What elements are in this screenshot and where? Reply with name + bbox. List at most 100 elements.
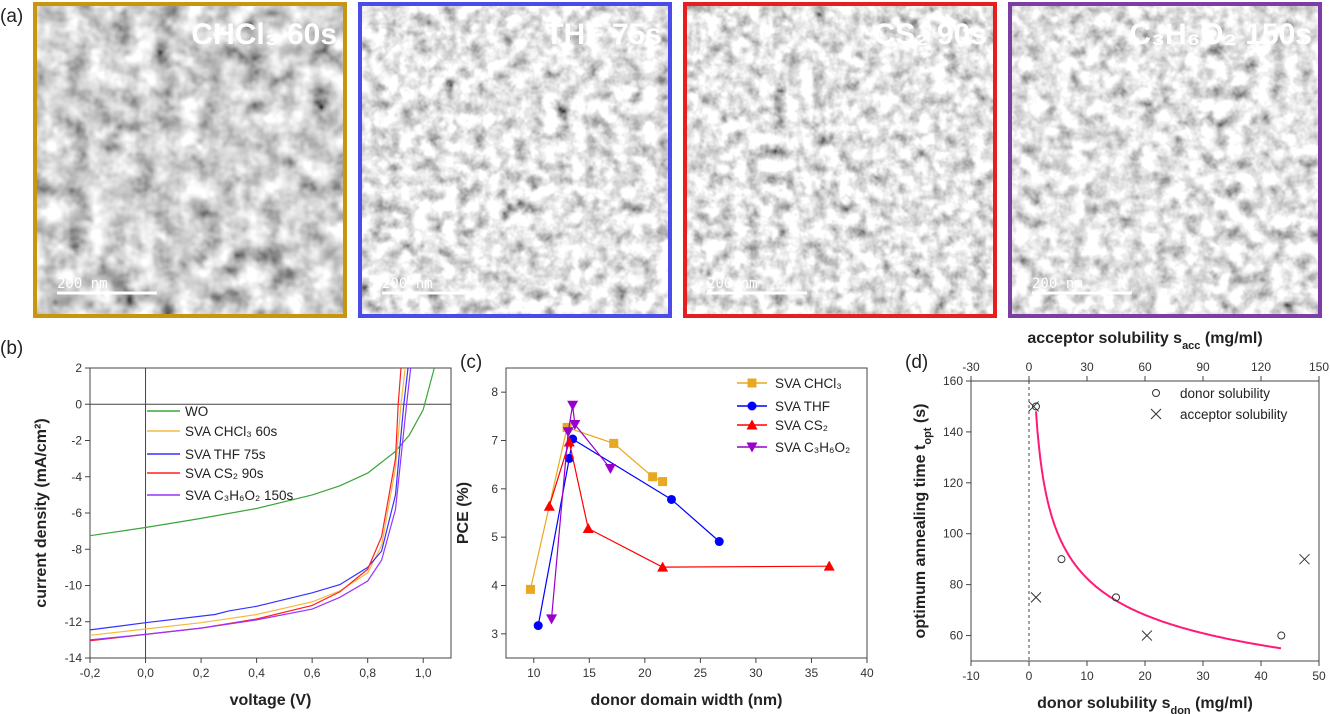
- x-tick-label: 40: [1254, 669, 1268, 683]
- data-point: [1152, 389, 1160, 397]
- legend-item: SVA C₃H₆O₂ 150s: [147, 488, 293, 503]
- panel-label: (d): [905, 352, 928, 373]
- axis-title-main: voltage (V): [230, 692, 312, 709]
- x-tick-label: 35: [805, 666, 819, 680]
- legend-label: SVA CHCl₃: [775, 376, 842, 391]
- charts: (b) -0,2 0,0 0,2 0,4 0,6 0,8 1,0 -14 -12 -10 -8 -6 -4…: [0, 330, 1329, 714]
- x2-tick-label: 30: [1080, 360, 1094, 374]
- legend-item: SVA C₃H₆O₂: [737, 440, 850, 455]
- data-point: [582, 522, 594, 533]
- x-tick-label: 50: [1312, 669, 1326, 683]
- legend-item: SVA CS₂: [737, 418, 828, 433]
- legend-label: SVA CHCl₃ 60s: [185, 424, 278, 439]
- micrograph-border: [683, 2, 997, 318]
- x2-tick-label: 0: [1026, 360, 1033, 374]
- y-tick-label: 0: [75, 397, 82, 411]
- axis-title-subscript: opt: [922, 427, 934, 444]
- y-axis-title: optimum annealing time topt (s): [912, 404, 934, 639]
- panel-a-label: (a): [0, 6, 23, 27]
- micrograph-2: THF 75s 200 nm: [358, 2, 672, 318]
- legend-label: SVA CS₂ 90s: [185, 466, 264, 481]
- micrograph-image: [683, 2, 997, 318]
- data-point: [533, 621, 543, 631]
- data-point: [1277, 631, 1286, 640]
- x-tick-label: 40: [860, 666, 874, 680]
- series-line: [89, 367, 435, 537]
- x-tick-label: 0,6: [304, 666, 321, 680]
- series-line: [89, 367, 409, 631]
- fit-curve: [1035, 411, 1282, 650]
- y-tick-label: -14: [65, 651, 83, 665]
- series-1: [533, 434, 724, 631]
- y-tick-label: 2: [75, 361, 82, 375]
- x-tick-label: 0,4: [248, 666, 265, 680]
- legend-label: donor solubility: [1180, 386, 1270, 401]
- data-point: [648, 472, 658, 482]
- legend-label: SVA THF 75s: [185, 447, 266, 462]
- data-point: [747, 378, 757, 388]
- y-tick-label: 5: [491, 530, 498, 544]
- y-tick-label: 140: [943, 425, 963, 439]
- x-tick-label: 25: [694, 666, 708, 680]
- legend-item: donor solubility: [1152, 386, 1270, 401]
- scale-bar-label: 200 nm: [382, 276, 433, 292]
- series-1: [1028, 401, 1310, 641]
- axis-title-main: acceptor solubility s: [1027, 330, 1182, 347]
- series-1: [89, 367, 406, 636]
- y-tick-label: 100: [943, 527, 963, 541]
- axis-title-subscript: acc: [1182, 340, 1200, 352]
- micrograph-border: [1008, 2, 1322, 318]
- x2-axis-title: acceptor solubility sacc (mg/ml): [1027, 330, 1262, 352]
- x-tick-label: 0: [1026, 669, 1033, 683]
- x-tick-label: 0,0: [137, 666, 154, 680]
- data-point: [546, 614, 558, 625]
- y-tick-label: 120: [943, 476, 963, 490]
- legend-item: SVA THF 75s: [147, 447, 266, 462]
- x2-tick-label: -30: [962, 360, 980, 374]
- data-point: [714, 537, 724, 547]
- series-0: [1031, 402, 1286, 640]
- data-point: [569, 420, 581, 431]
- data-point: [1057, 555, 1066, 564]
- series-3: [546, 400, 616, 625]
- chart-c: (c) 10 15 20 25 30 35 40 3 4 5 6 7 8 donor domain widt…: [455, 352, 874, 709]
- x-tick-label: 15: [583, 666, 597, 680]
- y-tick-label: -2: [71, 434, 82, 448]
- x2-tick-label: 150: [1309, 360, 1329, 374]
- axis-title-tail: (s): [912, 404, 929, 428]
- legend-item: SVA CHCl₃: [737, 376, 842, 391]
- x-tick-label: 1,0: [415, 666, 432, 680]
- axis-title-tail: (mg/ml): [1191, 695, 1253, 712]
- x-axis-title: donor domain width (nm): [591, 692, 783, 709]
- legend-item: SVA THF: [737, 399, 830, 414]
- data-point: [567, 400, 579, 411]
- axis-title-subscript: don: [1170, 705, 1190, 714]
- axis-title-main: optimum annealing time t: [912, 444, 929, 638]
- plot-frame: [970, 380, 1320, 662]
- chart-d: (d) -10 0 10 20 30 40 50 60 80 100 120 140 160-30 0 30 6…: [905, 330, 1329, 714]
- data-point: [525, 584, 535, 594]
- scale-bar-label: 200 nm: [57, 276, 108, 292]
- data-point: [1028, 401, 1039, 412]
- data-point: [564, 453, 574, 463]
- legend-label: SVA THF: [775, 399, 830, 414]
- data-point: [1030, 592, 1042, 603]
- scale-bar-label: 200 nm: [707, 276, 758, 292]
- data-point: [746, 419, 758, 430]
- y-tick-label: -6: [71, 506, 82, 520]
- data-point: [562, 427, 574, 438]
- series-line: [89, 367, 406, 636]
- series-4: [89, 367, 412, 641]
- plot-frame: [89, 367, 452, 659]
- x-tick-label: 10: [527, 666, 541, 680]
- data-point: [823, 560, 835, 571]
- micrograph-3: CS₂ 90s 200 nm: [683, 2, 997, 318]
- x2-tick-label: 60: [1138, 360, 1152, 374]
- data-point: [1031, 402, 1040, 411]
- x-tick-label: 30: [1196, 669, 1210, 683]
- series-line: [548, 439, 830, 568]
- micrograph-border: [358, 2, 672, 318]
- micrograph-border: [33, 2, 347, 318]
- y-tick-label: 7: [491, 434, 498, 448]
- data-point: [1299, 553, 1310, 565]
